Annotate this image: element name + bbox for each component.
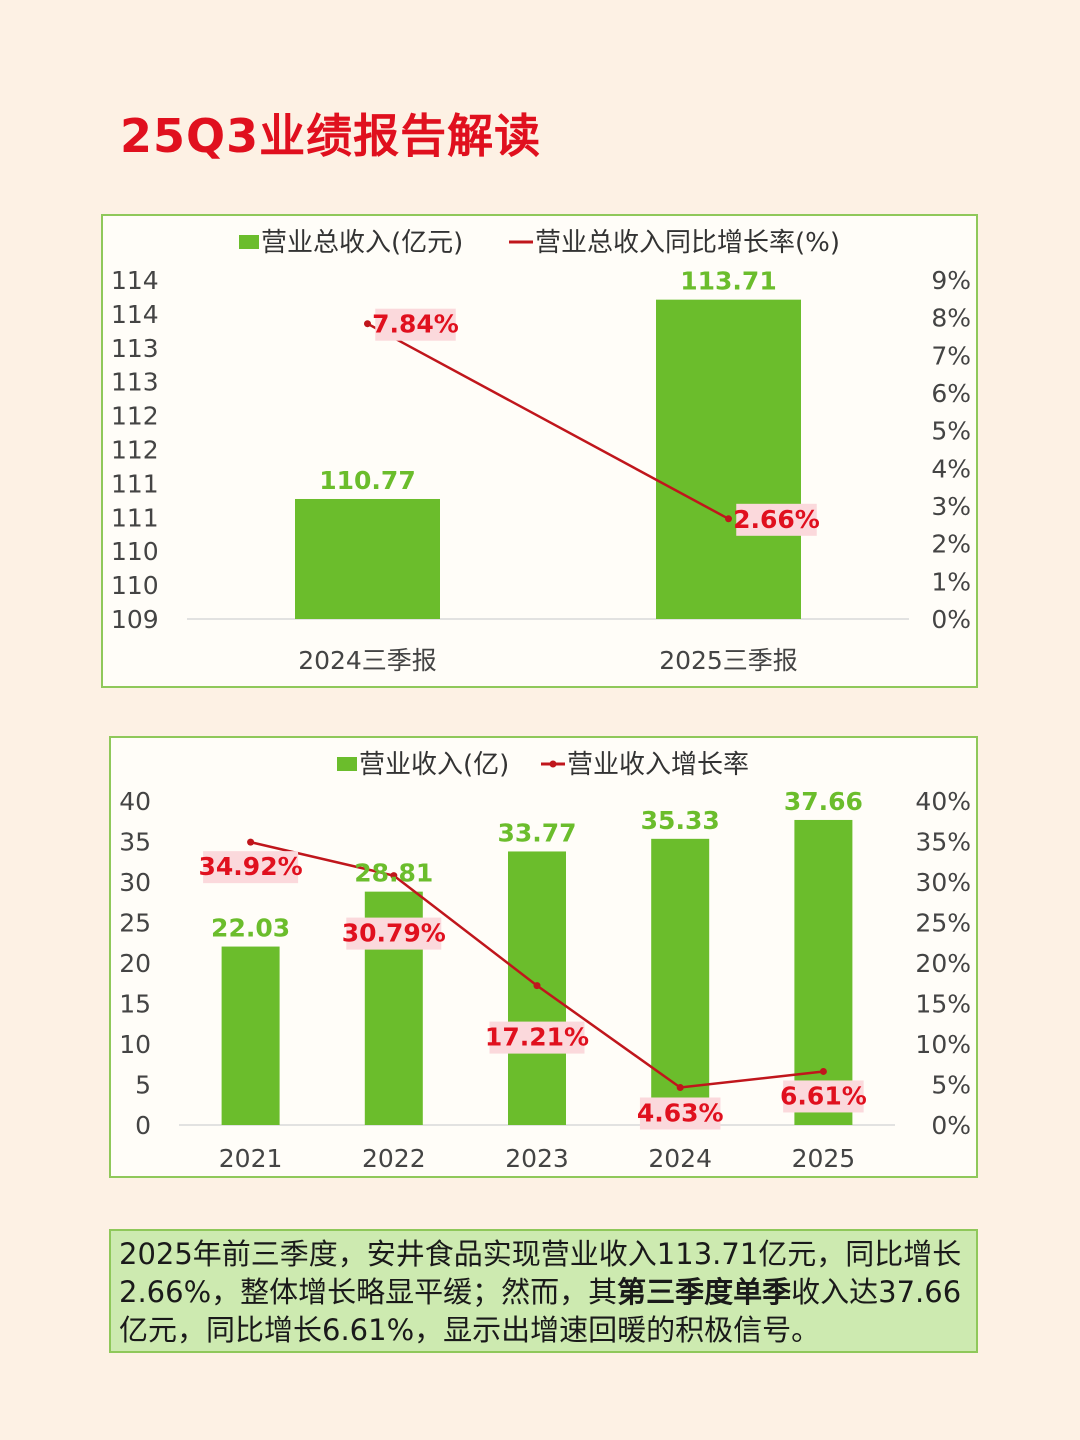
- right-axis-tick: 8%: [931, 304, 971, 333]
- line-value-label: 17.21%: [485, 1023, 589, 1052]
- left-axis-tick: 110: [111, 537, 159, 566]
- left-axis-tick: 0: [135, 1111, 151, 1140]
- left-axis-tick: 111: [111, 469, 159, 498]
- chart-quarterly-revenue-svg: 营业收入(亿) 营业收入增长率 40 35 30 25 20 15 10 5 0 40% 35% 30% 2…: [119, 750, 971, 1173]
- line-label-bg: [639, 1097, 721, 1130]
- x-axis-tick: 2025: [792, 1144, 856, 1173]
- x-axis-tick: 2025三季报: [659, 646, 798, 675]
- right-axis-tick: 6%: [931, 379, 971, 408]
- chart-total-revenue-svg: 营业总收入(亿元) 营业总收入同比增长率(%) 114 114 113 113 112 112…: [111, 228, 971, 675]
- left-axis-tick: 113: [111, 334, 159, 363]
- bar-value-label: 28.81: [354, 859, 433, 888]
- x-axis-tick: 2023: [505, 1144, 569, 1173]
- page-title: 25Q3业绩报告解读: [120, 109, 542, 163]
- line-point: [725, 515, 732, 523]
- bar-value-label: 110.77: [319, 466, 415, 495]
- left-axis-tick: 110: [111, 571, 159, 600]
- bar-value-label: 33.77: [497, 818, 576, 847]
- legend-line-label: 营业总收入同比增长率(%): [535, 228, 840, 258]
- legend-line-marker: [549, 760, 557, 768]
- legend-bar-swatch: [239, 235, 259, 249]
- line-value-label: 2.66%: [733, 505, 820, 534]
- bar: [295, 498, 440, 619]
- growth-line: [366, 322, 730, 520]
- right-axis-tick: 5%: [931, 1071, 971, 1100]
- legend-bar-swatch: [337, 757, 357, 771]
- summary-bold: 第三季度单季: [617, 1275, 792, 1309]
- right-axis-tick: 10%: [915, 1030, 971, 1059]
- left-axis-tick: 109: [111, 605, 159, 634]
- right-axis-tick: 40%: [915, 787, 971, 816]
- legend-bar-label: 营业收入(亿): [359, 750, 509, 780]
- left-axis-tick: 15: [119, 990, 151, 1019]
- right-axis-tick: 25%: [915, 909, 971, 938]
- right-axis-tick: 7%: [931, 341, 971, 370]
- bar-value-label: 113.71: [680, 267, 776, 296]
- left-axis-tick: 30: [119, 868, 151, 897]
- bar-value-label: 37.66: [784, 787, 863, 816]
- line-label-bg: [203, 851, 299, 884]
- right-axis-tick: 4%: [931, 454, 971, 483]
- bar: [794, 819, 853, 1125]
- bar-value-label: 35.33: [641, 806, 720, 835]
- legend-line-label: 营业收入增长率: [567, 750, 749, 780]
- summary-text: 2025年前三季度，安井食品实现营业收入113.71亿元，同比增长2.66%，整…: [109, 1229, 978, 1353]
- right-axis-tick: 3%: [931, 492, 971, 521]
- summary-part2: 收入达37.66亿元，同比增长6.61%，显示出增速回暖的积极信号。: [119, 1275, 962, 1347]
- left-axis-tick: 112: [111, 402, 159, 431]
- left-axis-tick: 114: [111, 266, 159, 295]
- bar: [656, 299, 801, 619]
- right-axis-tick: 2%: [931, 530, 971, 559]
- left-axis-tick: 25: [119, 909, 151, 938]
- line-label-bg: [346, 917, 442, 950]
- chart-total-revenue: 营业总收入(亿元) 营业总收入同比增长率(%) 114 114 113 113 112 112…: [101, 214, 978, 688]
- left-axis-tick: 5: [135, 1071, 151, 1100]
- line-label-bg: [489, 1021, 585, 1054]
- bar-value-label: 22.03: [211, 914, 290, 943]
- right-axis-tick: 30%: [915, 868, 971, 897]
- right-axis-tick: 5%: [931, 417, 971, 446]
- line-value-label: 30.79%: [342, 919, 446, 948]
- right-axis-tick: 15%: [915, 990, 971, 1019]
- line-label-bg: [783, 1080, 864, 1113]
- x-axis-tick: 2021: [219, 1144, 283, 1173]
- left-axis-tick: 112: [111, 436, 159, 465]
- line-value-label: 7.84%: [372, 310, 459, 339]
- line-point: [364, 320, 371, 328]
- bar: [651, 838, 710, 1125]
- right-axis-tick: 0%: [931, 605, 971, 634]
- line-value-label: 4.63%: [637, 1098, 724, 1127]
- left-axis-tick: 111: [111, 503, 159, 532]
- x-axis-tick: 2024三季报: [298, 646, 437, 675]
- right-axis-tick: 35%: [915, 828, 971, 857]
- chart-quarterly-revenue: 营业收入(亿) 营业收入增长率 40 35 30 25 20 15 10 5 0 40% 35% 30% 2…: [109, 736, 978, 1178]
- left-axis-tick: 20: [119, 949, 151, 978]
- left-axis-tick: 114: [111, 300, 159, 329]
- x-axis-tick: 2024: [648, 1144, 712, 1173]
- line-point: [390, 872, 398, 880]
- line-label-bg: [375, 308, 456, 341]
- left-axis-tick: 10: [119, 1030, 151, 1059]
- left-axis-tick: 113: [111, 368, 159, 397]
- line-point: [533, 982, 541, 990]
- bar: [221, 946, 280, 1125]
- line-label-bg: [736, 503, 817, 536]
- line-point: [247, 838, 255, 846]
- line-point: [819, 1067, 827, 1075]
- right-axis-tick: 9%: [931, 266, 971, 295]
- left-axis-tick: 35: [119, 828, 151, 857]
- right-axis-tick: 0%: [931, 1111, 971, 1140]
- left-axis-tick: 40: [119, 787, 151, 816]
- line-value-label: 6.61%: [780, 1081, 867, 1110]
- summary-part1: 2025年前三季度，安井食品实现营业收入113.71亿元，同比增长2.66%，整…: [119, 1237, 962, 1309]
- right-axis-tick: 20%: [915, 949, 971, 978]
- line-point: [676, 1083, 684, 1091]
- line-value-label: 34.92%: [199, 852, 303, 881]
- legend-bar-label: 营业总收入(亿元): [261, 228, 463, 258]
- x-axis-tick: 2022: [362, 1144, 426, 1173]
- right-axis-tick: 1%: [931, 567, 971, 596]
